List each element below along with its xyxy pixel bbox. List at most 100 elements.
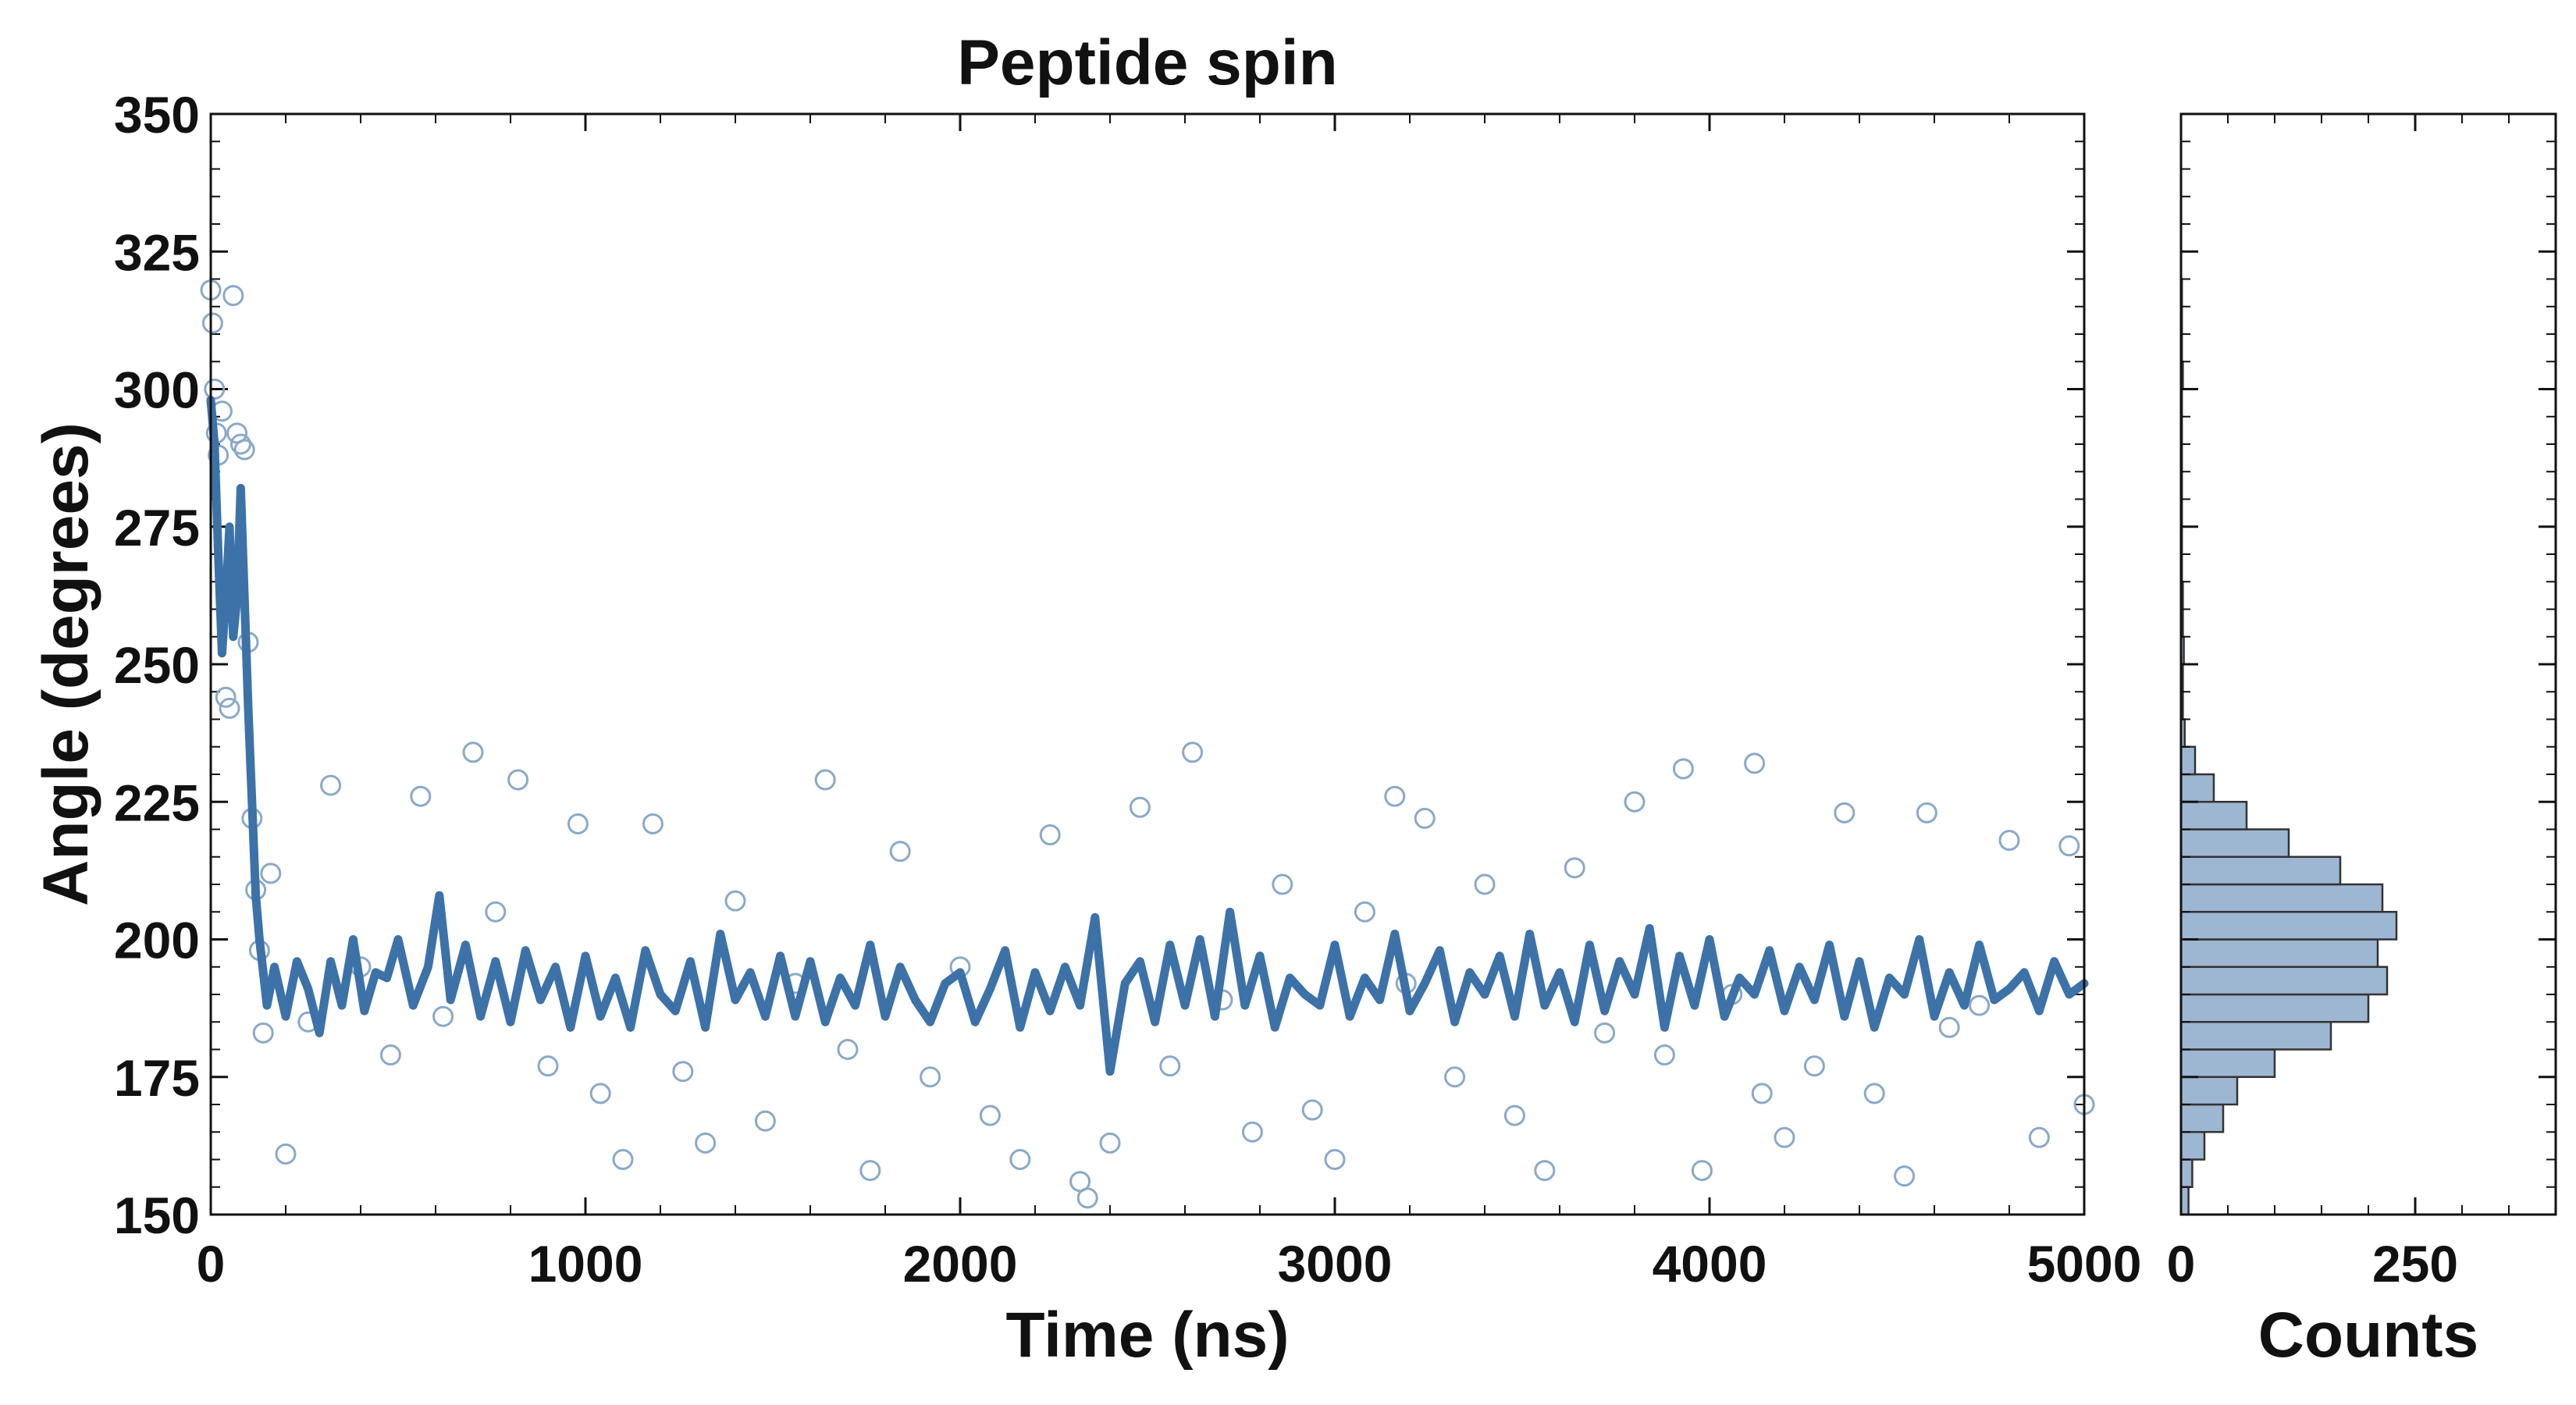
histogram-x-tick-label: 250 xyxy=(2372,1235,2458,1293)
scatter-point xyxy=(1039,824,1061,846)
scatter-point xyxy=(1534,1160,1556,1182)
scatter-point xyxy=(379,1044,401,1066)
scatter-point xyxy=(537,1055,559,1077)
scatter-point xyxy=(1751,1083,1773,1104)
scatter-point xyxy=(724,890,746,912)
scatter-point xyxy=(920,1066,941,1088)
scatter-point xyxy=(642,813,664,834)
histogram-x-ticks: 0 250 xyxy=(2167,114,2510,1293)
scatter-point xyxy=(229,433,251,455)
scatter-point xyxy=(1863,1083,1885,1104)
scatter-point xyxy=(1099,1132,1121,1154)
scatter-point xyxy=(252,1022,274,1044)
histogram-bar xyxy=(2179,1048,2276,1078)
scatter-point xyxy=(1272,873,1293,895)
y-tick-label: 350 xyxy=(114,86,200,144)
x-axis-label: Time (ns) xyxy=(1006,1300,1290,1371)
histogram-bar xyxy=(2179,773,2215,803)
histogram-bar xyxy=(2179,801,2248,831)
scatter-point xyxy=(672,1061,694,1083)
scatter-point xyxy=(1076,1187,1098,1209)
scatter-point xyxy=(1384,785,1406,807)
histogram-bar xyxy=(2179,993,2370,1023)
histogram-bar xyxy=(2179,1158,2194,1188)
x-tick-label: 2000 xyxy=(903,1235,1018,1293)
scatter-point xyxy=(485,901,507,923)
scatter-point xyxy=(814,769,836,791)
histogram-bar xyxy=(2179,883,2384,913)
scatter-point xyxy=(1159,1055,1181,1077)
histogram-bar xyxy=(2179,1021,2332,1051)
scatter-point xyxy=(567,813,589,834)
histogram-bar xyxy=(2179,938,2379,968)
main-plot: Peptide spin 0 1000 2000 3000 4000 5000 150 17… xyxy=(30,27,2141,1371)
scatter-point xyxy=(1594,1022,1616,1044)
y-tick-label: 150 xyxy=(114,1186,200,1244)
scatter-point xyxy=(1672,758,1694,780)
main-plot-frame xyxy=(209,112,2086,1216)
scatter-point xyxy=(1744,752,1766,774)
x-tick-label: 1000 xyxy=(528,1235,643,1293)
y-tick-label: 275 xyxy=(114,499,200,557)
scatter-point xyxy=(222,285,244,307)
scatter-point xyxy=(1129,796,1151,818)
scatter-point xyxy=(589,1083,611,1104)
y-tick-label: 325 xyxy=(114,223,200,281)
histogram-x-axis-label: Counts xyxy=(2258,1300,2478,1371)
scatter-point xyxy=(1624,791,1646,813)
scatter-point xyxy=(507,769,529,791)
scatter-point xyxy=(1444,1066,1466,1088)
scatter-point xyxy=(275,1143,297,1165)
scatter-point xyxy=(1414,807,1436,829)
scatter-point xyxy=(233,439,255,461)
scatter-point xyxy=(1774,1126,1795,1148)
scatter-point xyxy=(754,1110,776,1132)
scatter-point xyxy=(1834,802,1856,823)
histogram-bar xyxy=(2179,1076,2239,1106)
scatter-point xyxy=(410,785,432,807)
main-y-ticks: 150 175 200 225 250 275 300 325 350 xyxy=(114,86,2084,1244)
scatter-point xyxy=(1182,742,1204,763)
scatter-point xyxy=(215,686,237,708)
scatter-point xyxy=(1354,901,1375,923)
scatter-point xyxy=(612,1149,634,1170)
scatter-point xyxy=(1938,1016,1960,1038)
histogram-bar xyxy=(2179,828,2290,858)
scatter-point xyxy=(2058,835,2080,857)
histogram-bars xyxy=(2179,278,2398,1216)
x-tick-label: 3000 xyxy=(1278,1235,1393,1293)
histogram-bar xyxy=(2179,911,2398,941)
scatter-point xyxy=(979,1104,1001,1126)
scatter-point xyxy=(1653,1044,1675,1066)
histogram-bar xyxy=(2179,1103,2225,1133)
y-tick-label: 175 xyxy=(114,1049,200,1107)
scatter-point xyxy=(837,1039,859,1060)
scatter-point xyxy=(1969,994,1991,1016)
histogram-bar xyxy=(2179,855,2342,886)
histogram-bar xyxy=(2179,966,2389,996)
histogram-frame xyxy=(2179,112,2557,1216)
y-tick-label: 300 xyxy=(114,361,200,419)
scatter-point xyxy=(1324,1149,1346,1170)
scatter-point xyxy=(695,1132,717,1154)
scatter-series xyxy=(200,279,2095,1209)
scatter-point xyxy=(219,697,240,719)
scatter-point xyxy=(1564,857,1585,879)
scatter-point xyxy=(1009,1149,1031,1170)
main-x-ticks: 0 1000 2000 3000 4000 5000 xyxy=(197,114,2141,1293)
scatter-point xyxy=(1894,1165,1916,1187)
scatter-point xyxy=(2028,1126,2050,1148)
x-tick-label: 4000 xyxy=(1653,1235,1767,1293)
scatter-point xyxy=(432,1005,454,1027)
chart-title: Peptide spin xyxy=(957,27,1338,98)
y-tick-label: 225 xyxy=(114,774,200,831)
histogram-bar xyxy=(2179,745,2197,776)
scatter-point xyxy=(1803,1055,1825,1077)
histogram-x-tick-label: 0 xyxy=(2167,1235,2196,1293)
scatter-point xyxy=(1691,1160,1713,1182)
y-tick-label: 250 xyxy=(114,636,200,694)
scatter-point xyxy=(462,742,484,763)
scatter-point xyxy=(1301,1099,1323,1121)
scatter-point xyxy=(201,312,223,334)
